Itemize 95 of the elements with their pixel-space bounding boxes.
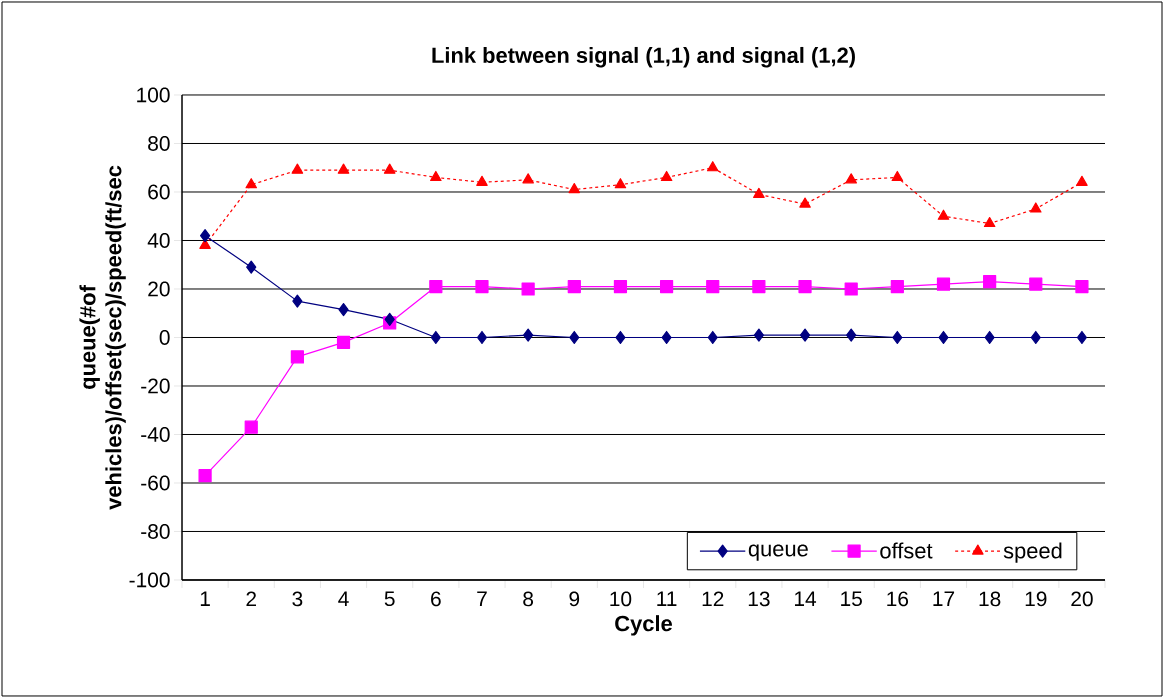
point [659, 279, 674, 294]
x-tick-label: 15 [841, 591, 862, 607]
point [844, 282, 858, 296]
x-tick-label: 9 [569, 591, 580, 607]
y-tick-label: 40 [147, 233, 170, 248]
x-tick-label: 6 [431, 591, 441, 607]
point [614, 178, 627, 189]
x-tick-label: 19 [1025, 591, 1047, 607]
point [244, 420, 258, 434]
point [246, 260, 257, 274]
legend-label: speed [1003, 542, 1062, 563]
point [798, 279, 812, 294]
x-tick-label: 18 [979, 591, 1001, 607]
point [846, 328, 857, 342]
point [430, 170, 442, 182]
x-tick-label: 7 [477, 591, 487, 606]
point [291, 163, 304, 174]
x-tick-label: 16 [887, 591, 909, 607]
y-tick-label: -60 [141, 475, 170, 491]
point [569, 330, 580, 345]
point [1029, 202, 1042, 213]
point [336, 335, 351, 349]
x-tick-label: 8 [523, 591, 534, 607]
x-tick-label: 14 [794, 591, 817, 606]
point [613, 279, 628, 294]
point [890, 279, 904, 294]
point [799, 197, 811, 208]
point [706, 279, 720, 294]
point [1076, 330, 1088, 345]
point [983, 216, 996, 228]
y-tick-label: 80 [148, 136, 170, 151]
x-axis-title: Cycle [615, 615, 672, 636]
y-tick-label: -80 [141, 524, 170, 539]
point [983, 275, 997, 289]
point [430, 330, 441, 345]
point [615, 330, 626, 345]
point [937, 209, 950, 220]
point [383, 163, 396, 174]
y-axis-title: queue(#of vehicles)/offset(sec)/speed(ft/sec [79, 165, 126, 510]
point [198, 469, 212, 483]
point [1029, 277, 1043, 291]
point [660, 170, 673, 182]
y-tick-label: -20 [141, 378, 170, 394]
y-tick-label: 0 [159, 330, 170, 345]
point [429, 279, 443, 294]
point [706, 161, 719, 172]
x-tick-label: 5 [384, 591, 395, 607]
point [753, 328, 764, 342]
point [521, 282, 535, 296]
point [892, 330, 903, 345]
point [753, 187, 765, 199]
point [938, 330, 949, 345]
point [567, 279, 581, 294]
point [799, 328, 811, 342]
x-tick-label: 13 [748, 591, 770, 607]
point [475, 279, 489, 294]
point [1075, 279, 1089, 294]
point [984, 330, 995, 345]
point [891, 170, 904, 182]
point [337, 163, 350, 174]
point [845, 173, 857, 184]
y-tick-label: 20 [148, 281, 170, 297]
x-tick-label: 1 [200, 591, 210, 606]
point [245, 178, 258, 189]
x-tick-label: 10 [610, 591, 632, 607]
x-tick-label: 2 [246, 591, 256, 607]
y-tick-label: -100 [129, 572, 170, 588]
point [1076, 175, 1088, 186]
point [199, 229, 211, 243]
point [292, 294, 303, 308]
point [707, 330, 718, 345]
point [1030, 330, 1041, 345]
point [936, 277, 951, 291]
point [752, 279, 766, 294]
point [290, 350, 304, 364]
x-tick-label: 3 [292, 591, 303, 607]
point [384, 312, 395, 326]
point [522, 173, 534, 184]
chart-title: Link between signal (1,1) and signal (1,2) [432, 46, 855, 68]
point [568, 182, 581, 194]
point [661, 330, 672, 345]
y-tick-label: -40 [141, 427, 170, 442]
point [476, 330, 488, 345]
point [338, 303, 349, 317]
y-tick-label: 100 [137, 87, 170, 103]
x-tick-label: 11 [657, 591, 677, 606]
point [523, 328, 534, 342]
x-tick-label: 20 [1071, 591, 1093, 607]
point [476, 175, 488, 186]
x-tick-label: 17 [933, 591, 955, 606]
x-tick-label: 12 [702, 591, 724, 607]
legend-label: queue [748, 544, 808, 561]
legend-label: offset [880, 542, 933, 559]
y-tick-label: 60 [148, 184, 170, 200]
x-tick-label: 4 [338, 591, 349, 606]
